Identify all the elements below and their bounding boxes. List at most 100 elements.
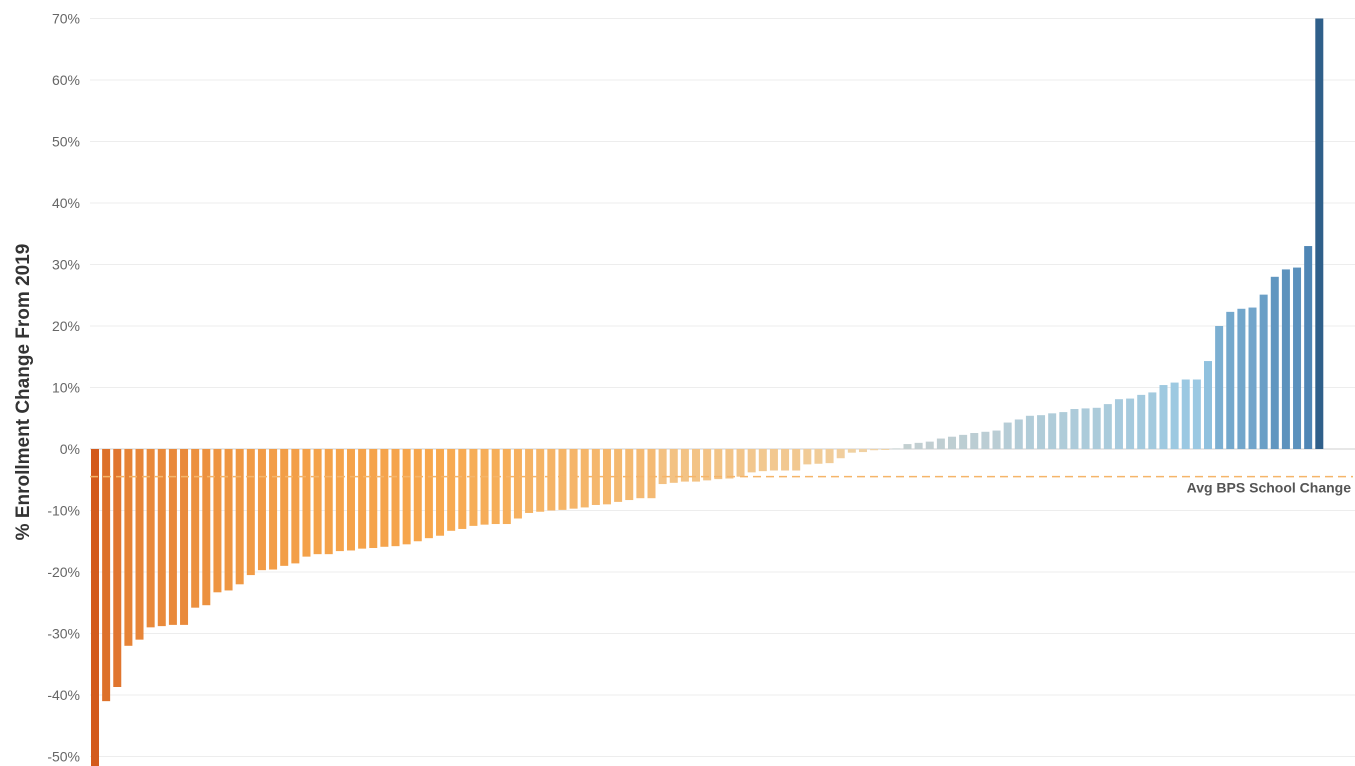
bar[interactable] bbox=[580, 449, 589, 508]
bar[interactable] bbox=[335, 449, 344, 552]
bar[interactable] bbox=[569, 449, 578, 509]
bar[interactable] bbox=[591, 449, 600, 505]
bar[interactable] bbox=[157, 449, 166, 627]
bar[interactable] bbox=[1259, 294, 1268, 449]
bar[interactable] bbox=[235, 449, 244, 585]
bar[interactable] bbox=[769, 449, 778, 471]
bar[interactable] bbox=[925, 441, 934, 449]
bar[interactable] bbox=[413, 449, 422, 542]
bar[interactable] bbox=[725, 449, 734, 479]
bar[interactable] bbox=[803, 449, 812, 465]
bar[interactable] bbox=[1037, 415, 1046, 449]
bar[interactable] bbox=[558, 449, 567, 510]
bar[interactable] bbox=[1215, 326, 1224, 449]
bar[interactable] bbox=[113, 449, 122, 687]
bar[interactable] bbox=[680, 449, 689, 482]
bar[interactable] bbox=[1315, 18, 1324, 450]
bar[interactable] bbox=[1270, 276, 1279, 449]
bar[interactable] bbox=[936, 438, 945, 449]
bar[interactable] bbox=[513, 449, 522, 519]
bar[interactable] bbox=[981, 431, 990, 449]
bar[interactable] bbox=[491, 449, 500, 525]
bar[interactable] bbox=[758, 449, 767, 472]
bar[interactable] bbox=[1003, 422, 1012, 449]
bar[interactable] bbox=[625, 449, 634, 501]
bar[interactable] bbox=[658, 449, 667, 485]
bar[interactable] bbox=[892, 448, 901, 450]
bar[interactable] bbox=[302, 449, 311, 557]
bar[interactable] bbox=[1237, 308, 1246, 449]
bar[interactable] bbox=[1148, 392, 1157, 449]
bar[interactable] bbox=[1304, 246, 1313, 449]
bar[interactable] bbox=[1204, 361, 1212, 449]
bar[interactable] bbox=[1281, 269, 1290, 449]
bar[interactable] bbox=[781, 449, 790, 471]
bar[interactable] bbox=[358, 449, 367, 549]
bar[interactable] bbox=[191, 449, 200, 608]
bar[interactable] bbox=[1248, 307, 1257, 449]
bar[interactable] bbox=[858, 449, 867, 453]
bar[interactable] bbox=[948, 436, 957, 449]
bar[interactable] bbox=[502, 449, 511, 525]
bar[interactable] bbox=[903, 444, 912, 449]
bar[interactable] bbox=[224, 449, 233, 591]
bar[interactable] bbox=[669, 449, 678, 483]
bar[interactable] bbox=[792, 449, 801, 471]
bar[interactable] bbox=[213, 449, 222, 593]
bar[interactable] bbox=[135, 449, 144, 640]
bar[interactable] bbox=[614, 449, 623, 502]
bar[interactable] bbox=[269, 449, 278, 570]
bar[interactable] bbox=[714, 449, 723, 480]
bar[interactable] bbox=[1014, 419, 1023, 449]
bar[interactable] bbox=[1048, 413, 1057, 449]
bar[interactable] bbox=[91, 449, 99, 766]
bar[interactable] bbox=[480, 449, 489, 525]
bar[interactable] bbox=[124, 449, 133, 646]
bar[interactable] bbox=[602, 449, 611, 505]
bar[interactable] bbox=[1070, 409, 1079, 449]
bar[interactable] bbox=[959, 434, 968, 449]
bar[interactable] bbox=[636, 449, 645, 499]
bar[interactable] bbox=[1170, 382, 1179, 449]
bar[interactable] bbox=[1114, 399, 1123, 449]
bar[interactable] bbox=[1137, 394, 1146, 449]
bar[interactable] bbox=[324, 449, 333, 555]
bar[interactable] bbox=[1092, 407, 1101, 449]
bar[interactable] bbox=[168, 449, 177, 625]
bar[interactable] bbox=[346, 449, 355, 551]
bar[interactable] bbox=[847, 449, 856, 453]
bar[interactable] bbox=[102, 449, 111, 702]
bar[interactable] bbox=[1081, 408, 1090, 449]
bar[interactable] bbox=[1025, 415, 1034, 449]
bar[interactable] bbox=[291, 449, 300, 564]
bar[interactable] bbox=[402, 449, 411, 545]
bar[interactable] bbox=[870, 449, 879, 451]
bar[interactable] bbox=[814, 449, 823, 464]
bar[interactable] bbox=[469, 449, 478, 526]
bar[interactable] bbox=[747, 449, 756, 473]
bar[interactable] bbox=[692, 449, 701, 482]
bar[interactable] bbox=[525, 449, 534, 513]
bar[interactable] bbox=[458, 449, 467, 529]
bar[interactable] bbox=[647, 449, 656, 499]
bar[interactable] bbox=[257, 449, 266, 571]
bar[interactable] bbox=[547, 449, 556, 511]
bar[interactable] bbox=[825, 449, 834, 464]
bar[interactable] bbox=[246, 449, 255, 576]
bar[interactable] bbox=[202, 449, 211, 606]
bar[interactable] bbox=[369, 449, 378, 549]
bar[interactable] bbox=[447, 449, 456, 531]
bar[interactable] bbox=[1192, 379, 1201, 450]
bar[interactable] bbox=[1159, 385, 1168, 449]
bar[interactable] bbox=[436, 449, 445, 536]
bar[interactable] bbox=[536, 449, 545, 512]
bar[interactable] bbox=[970, 433, 979, 449]
bar[interactable] bbox=[391, 449, 400, 547]
bar[interactable] bbox=[280, 449, 289, 566]
bar[interactable] bbox=[914, 442, 923, 449]
bar[interactable] bbox=[1226, 311, 1235, 449]
bar[interactable] bbox=[180, 449, 189, 625]
bar[interactable] bbox=[836, 449, 845, 459]
bar[interactable] bbox=[313, 449, 322, 555]
bar[interactable] bbox=[992, 430, 1001, 449]
